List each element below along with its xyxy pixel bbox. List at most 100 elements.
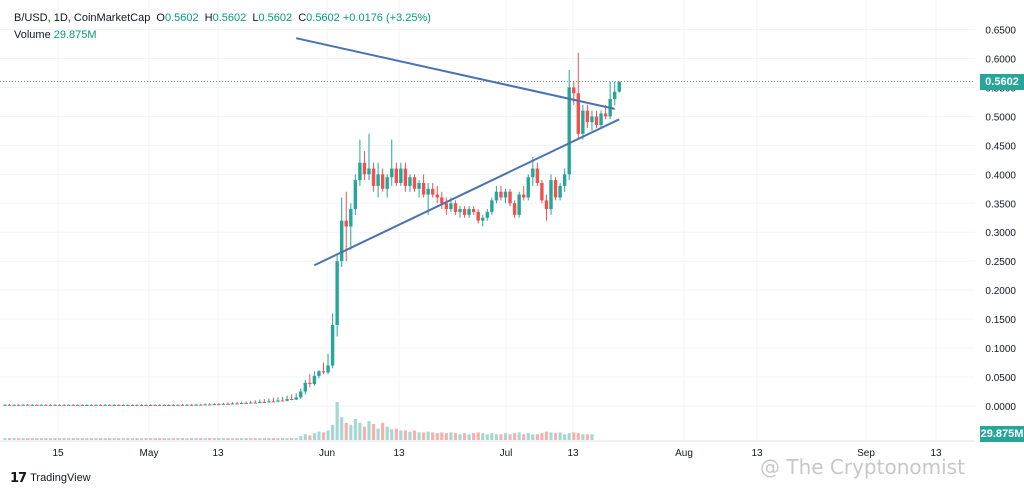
volume-bar: [180, 438, 185, 440]
candle: [572, 81, 576, 105]
y-tick-label: 0.4500: [985, 141, 1016, 152]
candle: [362, 151, 367, 181]
x-tick-label: Jun: [319, 448, 335, 459]
candle: [581, 104, 585, 140]
candle: [139, 404, 144, 407]
volume-bar: [335, 402, 339, 440]
candle: [317, 370, 321, 379]
candle: [613, 81, 617, 105]
volume-bar: [158, 438, 162, 440]
volume-bar: [203, 438, 207, 440]
volume-bar: [221, 438, 225, 440]
candle: [376, 162, 380, 198]
candle: [399, 162, 403, 186]
volume-bar: [563, 434, 567, 440]
volume-bar: [549, 432, 553, 440]
legend-volume-row: Volume 29.875M: [14, 27, 431, 44]
volume-bar: [326, 430, 330, 440]
volume-bar: [230, 438, 235, 440]
candle: [48, 404, 53, 406]
candle: [512, 200, 517, 218]
volume-bar: [194, 438, 198, 440]
time-axis[interactable]: 15 May 13 Jun 13 Jul 13 Aug 13 Sep 13: [52, 448, 942, 459]
symbol-label[interactable]: B/USD, 1D, CoinMarketCap: [14, 12, 151, 24]
candle: [167, 404, 171, 406]
volume-bar: [235, 438, 239, 440]
grid: [0, 0, 975, 441]
volume-bar: [21, 438, 25, 440]
x-tick-label: Aug: [675, 448, 693, 459]
candle: [280, 396, 285, 402]
last-price-badge: 0.5602: [980, 73, 1024, 90]
tradingview-logo[interactable]: 𝟭𝟳 TradingView: [10, 470, 91, 486]
candle: [462, 206, 467, 218]
trendline[interactable]: [295, 37, 615, 110]
candle: [198, 403, 203, 406]
candle: [408, 174, 412, 192]
candle: [185, 403, 189, 406]
y-tick-label: 0.3000: [985, 228, 1016, 239]
volume-bar: [171, 438, 175, 440]
volume-bar: [35, 438, 39, 440]
candle: [217, 403, 221, 406]
candle: [212, 403, 216, 406]
volume-bar: [481, 433, 485, 440]
volume-bar: [399, 430, 403, 440]
volume-bar: [408, 431, 412, 440]
candle: [494, 185, 499, 204]
candle: [590, 110, 594, 131]
legend: B/USD, 1D, CoinMarketCap O0.5602 H0.5602…: [14, 10, 431, 44]
volume-bar: [472, 433, 476, 440]
volume-bar: [103, 438, 107, 440]
candle: [44, 404, 48, 406]
tradingview-mark-icon: 𝟭𝟳: [10, 470, 27, 485]
volume-bar: [531, 434, 535, 440]
volume-bar: [80, 438, 84, 440]
volume-bar: [112, 438, 116, 440]
candle: [467, 206, 471, 218]
high-label: H: [204, 12, 213, 24]
volume-bar: [576, 433, 580, 440]
volume-bar: [121, 438, 125, 440]
volume-bar: [162, 438, 166, 440]
volume-bar: [48, 438, 53, 440]
volume-bar: [67, 438, 71, 440]
candle: [349, 203, 353, 250]
y-tick-label: 0.4000: [985, 170, 1016, 181]
volume-bar: [185, 438, 189, 440]
candle: [121, 404, 125, 407]
y-tick-label: 0.5000: [985, 112, 1016, 123]
candle: [98, 404, 103, 406]
candle: [594, 110, 599, 128]
candle: [117, 404, 121, 406]
volume-bar: [435, 433, 439, 440]
y-tick-label: 0.0000: [985, 402, 1016, 413]
volume-bar: [490, 433, 494, 440]
volume-bar: [94, 438, 98, 440]
candle: [471, 206, 476, 215]
candle: [358, 139, 362, 186]
volume-bar: [381, 422, 385, 440]
volume-bar: [44, 438, 48, 440]
volume-bar: [526, 433, 530, 440]
volume-bar: [126, 438, 130, 440]
candle: [249, 400, 253, 404]
volume-bar: [208, 438, 212, 440]
candle: [144, 404, 148, 407]
high-value: 0.5602: [212, 12, 247, 24]
candle: [158, 404, 162, 406]
volume-bar: [503, 433, 508, 440]
candle: [285, 395, 289, 402]
volume-label[interactable]: Volume: [14, 29, 51, 41]
volume-bar: [199, 438, 203, 440]
trendline[interactable]: [313, 118, 620, 267]
volume-bar: [303, 434, 307, 440]
candle: [103, 404, 107, 406]
volume-bar: [71, 438, 75, 440]
candle: [380, 168, 385, 192]
volume-bars: [3, 402, 594, 440]
volume-bar: [117, 438, 121, 440]
candle: [53, 404, 57, 406]
x-tick-label: 13: [751, 448, 763, 459]
